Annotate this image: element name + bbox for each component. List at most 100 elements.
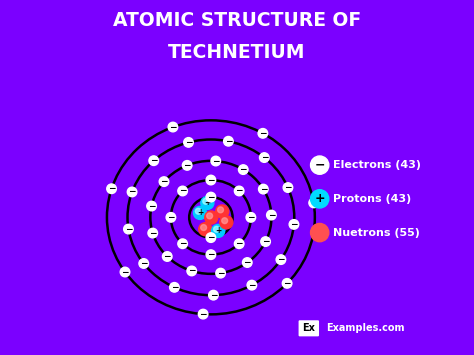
Text: −: − (200, 310, 207, 318)
Text: −: − (212, 157, 219, 165)
Circle shape (187, 266, 197, 276)
Text: −: − (314, 159, 325, 171)
Circle shape (163, 252, 172, 261)
Text: −: − (167, 213, 174, 222)
Text: −: − (121, 268, 129, 277)
Circle shape (107, 184, 116, 193)
Text: +: + (204, 198, 210, 207)
Circle shape (259, 153, 269, 162)
Circle shape (201, 225, 207, 230)
Text: −: − (236, 239, 243, 248)
Text: −: − (188, 267, 195, 275)
Circle shape (283, 183, 293, 192)
Text: −: − (310, 198, 318, 207)
Text: −: − (268, 211, 275, 220)
Text: −: − (290, 220, 298, 229)
Circle shape (258, 184, 268, 194)
Text: +: + (197, 208, 203, 217)
Circle shape (214, 226, 219, 232)
Circle shape (206, 175, 216, 185)
Text: −: − (171, 283, 178, 292)
Text: −: − (160, 177, 168, 186)
Circle shape (276, 255, 286, 264)
Text: −: − (179, 239, 186, 248)
Circle shape (234, 239, 244, 248)
Text: −: − (179, 186, 186, 196)
Circle shape (258, 129, 268, 138)
Circle shape (201, 196, 214, 209)
Circle shape (198, 309, 208, 319)
Text: −: − (236, 186, 243, 196)
Circle shape (266, 210, 276, 220)
Text: +: + (215, 226, 221, 235)
Circle shape (139, 259, 148, 268)
Text: Ex: Ex (302, 323, 315, 333)
Circle shape (220, 216, 233, 229)
Circle shape (218, 207, 223, 213)
Circle shape (289, 220, 299, 229)
Text: −: − (207, 193, 215, 202)
Text: −: − (244, 258, 251, 267)
Text: −: − (261, 153, 268, 162)
Text: −: − (149, 229, 156, 237)
FancyBboxPatch shape (299, 320, 319, 337)
Text: −: − (140, 259, 147, 268)
Circle shape (243, 258, 252, 267)
Circle shape (216, 268, 226, 278)
Circle shape (206, 233, 216, 242)
Text: −: − (125, 225, 132, 234)
Circle shape (149, 156, 158, 165)
Circle shape (168, 122, 178, 132)
Circle shape (224, 136, 233, 146)
Text: −: − (169, 122, 177, 132)
Circle shape (261, 237, 270, 246)
Text: −: − (225, 137, 232, 146)
Text: Nuetrons (55): Nuetrons (55) (333, 228, 420, 237)
Circle shape (178, 186, 187, 196)
Circle shape (247, 280, 256, 290)
Text: Protons (43): Protons (43) (333, 194, 411, 204)
Text: −: − (239, 165, 247, 174)
Circle shape (193, 206, 207, 219)
Circle shape (166, 213, 176, 222)
Circle shape (148, 228, 157, 238)
Text: −: − (248, 281, 255, 290)
Circle shape (310, 190, 329, 208)
Circle shape (203, 198, 209, 204)
Circle shape (124, 224, 133, 234)
Text: −: − (207, 175, 215, 185)
Circle shape (211, 224, 225, 237)
Text: −: − (262, 237, 269, 246)
Text: −: − (284, 183, 292, 192)
Text: −: − (128, 187, 136, 196)
Circle shape (238, 165, 248, 174)
Circle shape (310, 223, 329, 242)
Circle shape (209, 290, 218, 300)
Circle shape (283, 279, 292, 288)
Text: ATOMIC STRUCTURE OF: ATOMIC STRUCTURE OF (113, 11, 361, 30)
Circle shape (184, 138, 193, 147)
Circle shape (309, 198, 319, 208)
Text: −: − (277, 255, 285, 264)
Circle shape (216, 205, 229, 218)
Circle shape (211, 156, 220, 166)
Circle shape (195, 208, 201, 214)
Circle shape (182, 160, 192, 170)
Circle shape (206, 250, 216, 260)
Text: +: + (314, 192, 325, 205)
Circle shape (199, 223, 212, 236)
Text: −: − (260, 185, 267, 193)
Circle shape (147, 201, 156, 211)
Circle shape (207, 213, 212, 219)
Text: −: − (150, 156, 157, 165)
Text: −: − (148, 202, 155, 211)
Text: −: − (283, 279, 291, 288)
Circle shape (310, 156, 329, 174)
Circle shape (159, 177, 169, 186)
Circle shape (178, 239, 187, 248)
Circle shape (170, 283, 179, 292)
Text: −: − (164, 252, 171, 261)
Text: −: − (210, 291, 217, 300)
Text: TECHNETIUM: TECHNETIUM (168, 43, 306, 62)
Text: −: − (259, 129, 266, 138)
